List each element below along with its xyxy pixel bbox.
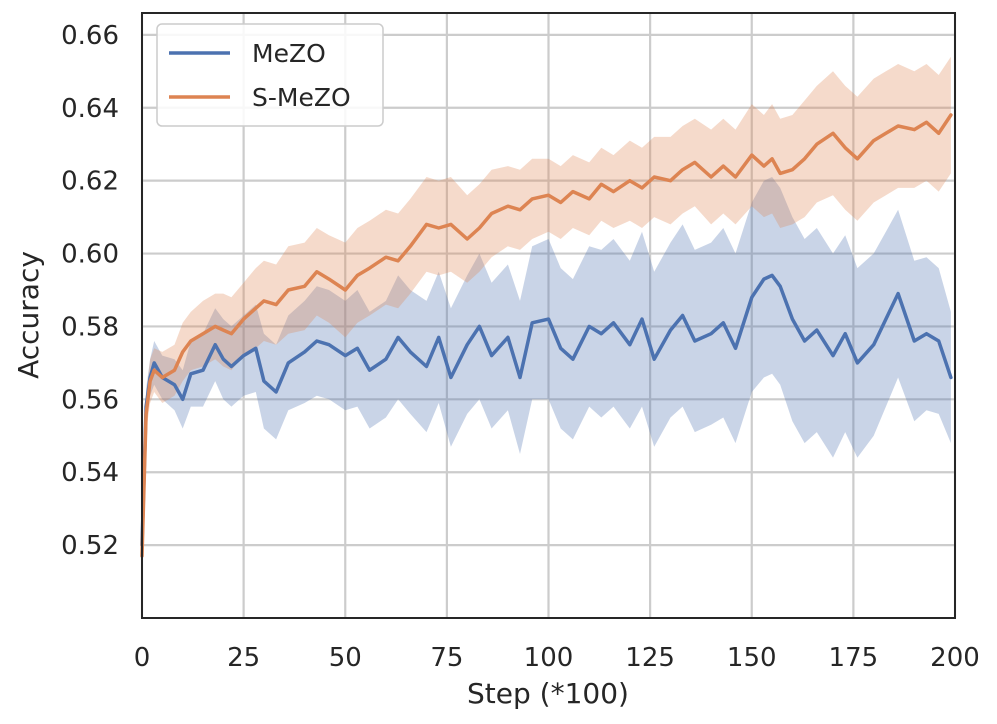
x-tick-label: 50: [329, 643, 362, 673]
band-s-mezo: [142, 56, 951, 556]
legend-label-mezo: MeZO: [252, 39, 326, 68]
band-mezo: [142, 177, 951, 546]
line-mezo: [140, 273, 953, 547]
series-lines: [140, 113, 953, 558]
plot-frame: [141, 12, 956, 619]
legend-box: [156, 23, 384, 127]
y-tick-label: 0.52: [61, 531, 119, 561]
x-tick-labels: 0 25 50 75 100 125 150 175 200: [134, 643, 980, 673]
legend: MeZO S-MeZO: [156, 23, 384, 127]
y-tick-label: 0.60: [61, 240, 119, 270]
x-tick-label: 200: [930, 643, 980, 673]
y-axis-title: Accuracy: [12, 251, 45, 379]
y-tick-label: 0.54: [61, 458, 119, 488]
x-tick-label: 175: [829, 643, 879, 673]
y-tick-label: 0.66: [61, 21, 119, 51]
x-tick-label: 75: [430, 643, 463, 673]
x-tick-label: 25: [227, 643, 260, 673]
y-tick-label: 0.62: [61, 167, 119, 197]
line-s-mezo: [140, 113, 953, 558]
legend-label-smezo: S-MeZO: [252, 83, 351, 112]
y-tick-label: 0.56: [61, 385, 119, 415]
confidence-bands: [142, 56, 951, 556]
x-tick-label: 150: [727, 643, 777, 673]
x-tick-label: 125: [625, 643, 675, 673]
y-tick-label: 0.64: [61, 94, 119, 124]
y-tick-label: 0.58: [61, 312, 119, 342]
y-tick-labels: 0.52 0.54 0.56 0.58 0.60 0.62 0.64 0.66: [61, 21, 119, 561]
x-axis-title: Step (*100): [467, 677, 629, 710]
x-tick-label: 100: [524, 643, 574, 673]
x-tick-label: 0: [134, 643, 151, 673]
